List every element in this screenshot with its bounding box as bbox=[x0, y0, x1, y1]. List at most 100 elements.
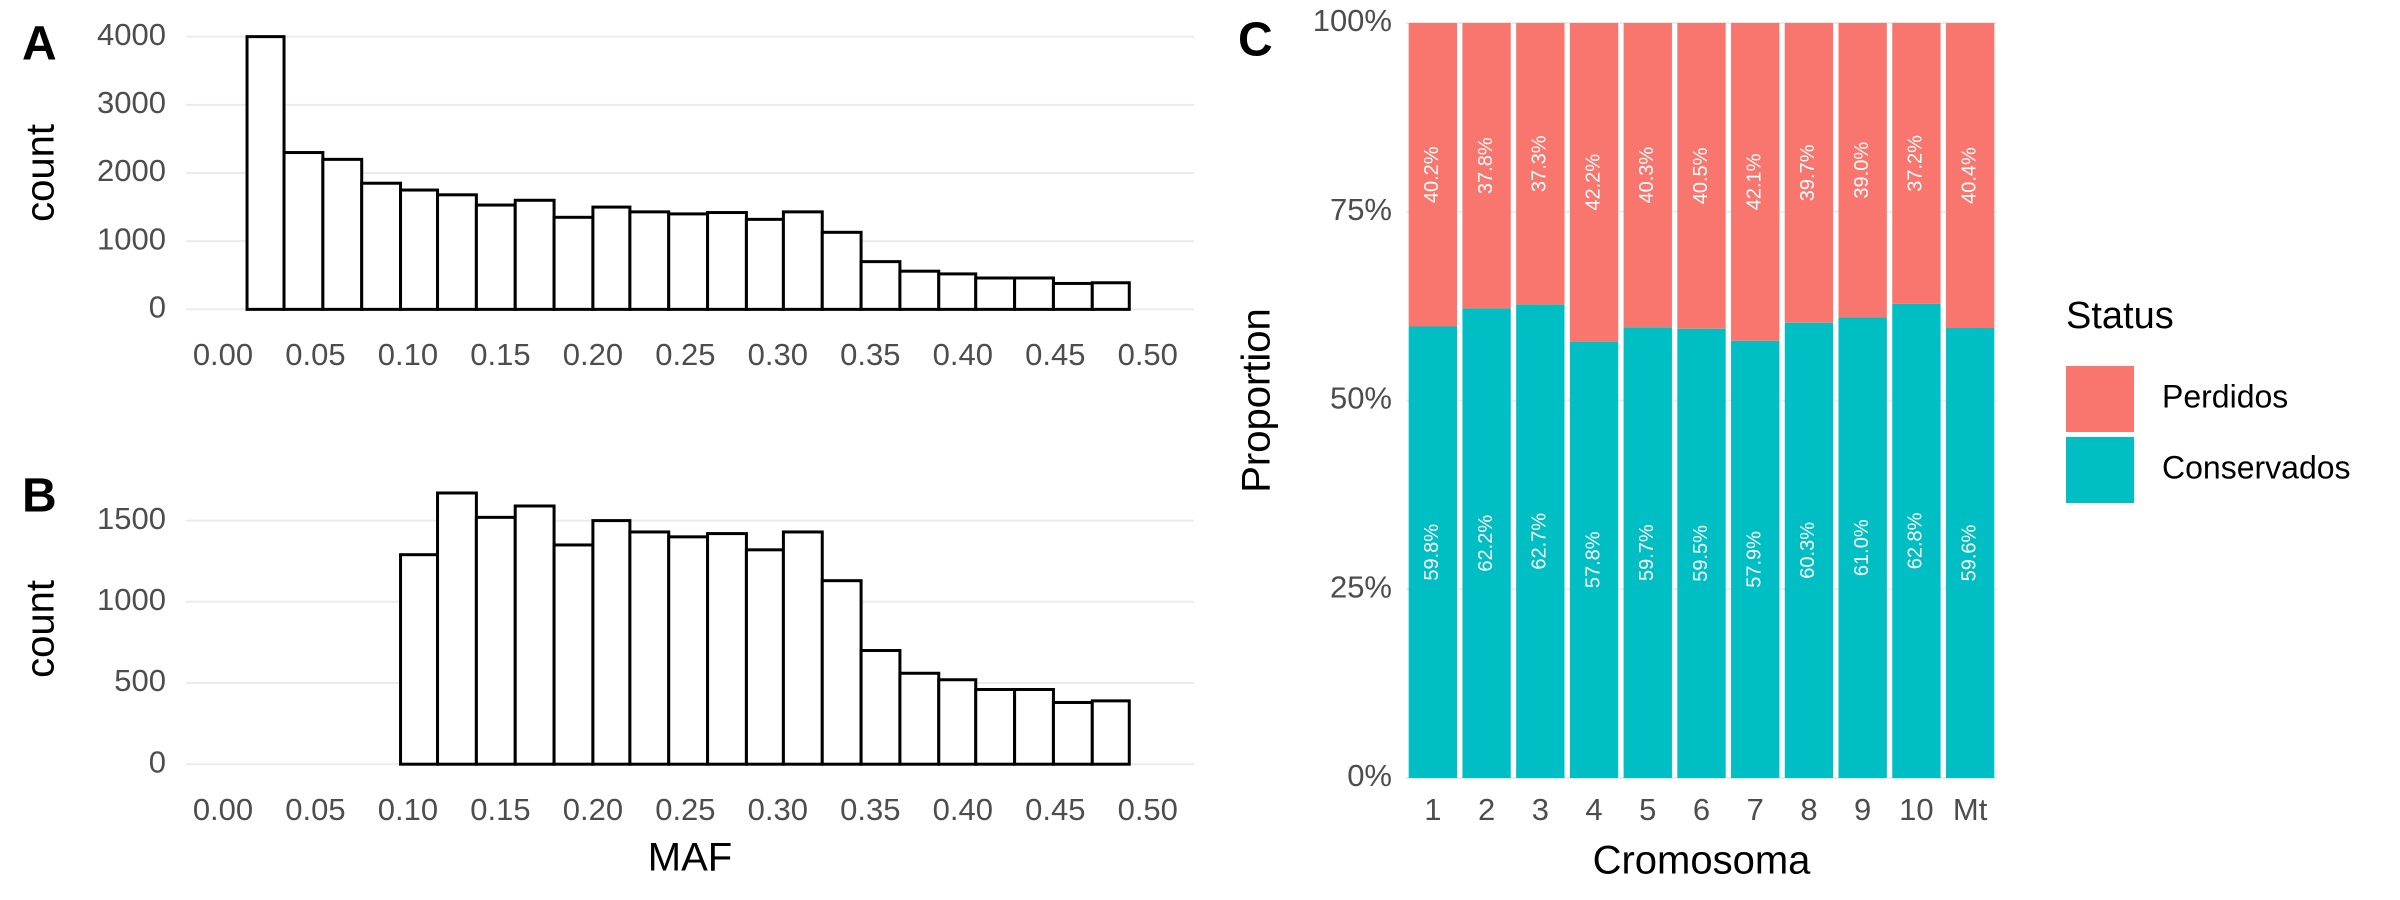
x-tick-label: 0.35 bbox=[840, 337, 900, 372]
x-tick-label: 0.50 bbox=[1118, 337, 1178, 372]
x-tick-label: 0.00 bbox=[193, 337, 253, 372]
x-tick-label: 0.05 bbox=[285, 792, 345, 827]
histogram-bar bbox=[474, 203, 517, 311]
x-tick-label: 0.30 bbox=[748, 337, 808, 372]
x-tick-label: 0.00 bbox=[193, 792, 253, 827]
x-tick-label: 8 bbox=[1800, 792, 1817, 827]
histogram-bar bbox=[744, 548, 785, 766]
histogram-bar bbox=[474, 515, 517, 766]
histogram-bar bbox=[859, 649, 902, 766]
bar-segment bbox=[1516, 23, 1565, 305]
histogram-bar bbox=[667, 535, 710, 766]
value-label: 42.2% bbox=[1582, 154, 1604, 211]
x-tick-label: 0.25 bbox=[655, 337, 715, 372]
bar-segment bbox=[1462, 308, 1511, 778]
value-label: 62.2% bbox=[1475, 515, 1497, 572]
bar-segment bbox=[1838, 317, 1887, 778]
x-tick-label: 4 bbox=[1585, 792, 1602, 827]
histogram-bar bbox=[1013, 276, 1055, 311]
x-tick-label: 10 bbox=[1899, 792, 1933, 827]
histogram-bar bbox=[513, 198, 556, 311]
value-label: 40.4% bbox=[1958, 147, 1980, 204]
bar-segment bbox=[1623, 327, 1672, 778]
bar-segment bbox=[1945, 328, 1995, 778]
y-axis-title: count bbox=[19, 580, 63, 678]
histogram-bar bbox=[706, 532, 748, 766]
value-label: 62.8% bbox=[1905, 512, 1927, 569]
value-label: 57.9% bbox=[1744, 531, 1766, 588]
bar-segment bbox=[1462, 23, 1511, 309]
x-axis-title: Cromosoma bbox=[1593, 839, 1812, 883]
bar-segment bbox=[1731, 23, 1780, 341]
histogram-bar bbox=[552, 215, 595, 311]
value-label: 39.0% bbox=[1851, 142, 1873, 199]
histogram-bar bbox=[974, 276, 1017, 311]
histogram-bar bbox=[744, 217, 785, 311]
histogram-bar bbox=[974, 687, 1017, 766]
x-tick-label: 0.15 bbox=[470, 337, 530, 372]
x-tick-label: 0.40 bbox=[933, 337, 993, 372]
histogram-bar bbox=[591, 205, 632, 311]
y-tick-label: 50% bbox=[1330, 381, 1392, 416]
histogram-bar bbox=[399, 188, 440, 311]
value-label: 40.3% bbox=[1636, 147, 1658, 204]
x-axis-title: MAF bbox=[648, 836, 732, 880]
x-tick-label: 0.30 bbox=[748, 792, 808, 827]
value-label: 62.7% bbox=[1529, 513, 1551, 570]
x-tick-label: 0.15 bbox=[470, 792, 530, 827]
x-tick-label: 0.35 bbox=[840, 792, 900, 827]
bar-segment bbox=[1784, 322, 1834, 778]
legend-key bbox=[2066, 437, 2134, 503]
value-label: 42.1% bbox=[1744, 153, 1766, 210]
value-label: 59.5% bbox=[1690, 525, 1712, 582]
panel-tag: C bbox=[1238, 14, 1273, 67]
bar-segment bbox=[1569, 23, 1619, 342]
histogram-bar bbox=[706, 211, 748, 311]
histogram-bar bbox=[1051, 281, 1094, 311]
value-label: 39.7% bbox=[1797, 144, 1819, 201]
x-tick-label: 1 bbox=[1424, 792, 1441, 827]
y-tick-label: 1000 bbox=[97, 582, 166, 617]
y-tick-label: 0 bbox=[149, 290, 166, 325]
histogram-bar bbox=[591, 519, 632, 766]
histogram-bar bbox=[513, 504, 556, 766]
y-tick-label: 25% bbox=[1330, 569, 1392, 604]
histogram-bar bbox=[1090, 281, 1131, 311]
value-label: 37.8% bbox=[1475, 137, 1497, 194]
y-tick-label: 4000 bbox=[97, 17, 166, 52]
x-tick-label: 0.05 bbox=[285, 337, 345, 372]
y-tick-label: 75% bbox=[1330, 192, 1392, 227]
histogram-bar bbox=[436, 491, 478, 766]
bar-segment bbox=[1623, 23, 1672, 328]
x-tick-label: 3 bbox=[1532, 792, 1549, 827]
histogram-bar bbox=[1090, 699, 1131, 766]
x-tick-label: 0.45 bbox=[1025, 337, 1085, 372]
histogram-bar bbox=[898, 671, 941, 766]
y-axis-title: Proportion bbox=[1235, 308, 1279, 493]
x-tick-label: 0.50 bbox=[1118, 792, 1178, 827]
bar-segment bbox=[1569, 341, 1619, 778]
bar-segment bbox=[1892, 23, 1941, 304]
bar-segment bbox=[1677, 23, 1726, 329]
panel-tag: A bbox=[22, 18, 57, 71]
y-tick-label: 3000 bbox=[97, 85, 166, 120]
legend-label: Conservados bbox=[2162, 449, 2351, 485]
y-axis-title: count bbox=[19, 124, 63, 222]
value-label: 59.7% bbox=[1636, 524, 1658, 581]
x-tick-label: 0.10 bbox=[378, 337, 438, 372]
x-tick-label: Mt bbox=[1953, 792, 1988, 827]
histogram-bar bbox=[820, 579, 863, 766]
x-tick-label: 0.20 bbox=[563, 337, 623, 372]
histogram-bar bbox=[937, 272, 978, 311]
value-label: 37.3% bbox=[1529, 135, 1551, 192]
x-tick-label: 7 bbox=[1747, 792, 1764, 827]
y-tick-label: 500 bbox=[114, 663, 166, 698]
x-tick-label: 5 bbox=[1639, 792, 1656, 827]
y-tick-label: 0% bbox=[1347, 758, 1392, 793]
histogram-bar bbox=[859, 260, 902, 311]
y-tick-label: 100% bbox=[1313, 3, 1392, 38]
histogram-bar bbox=[1051, 700, 1094, 766]
value-label: 57.8% bbox=[1582, 531, 1604, 588]
histogram-bar bbox=[282, 151, 325, 311]
